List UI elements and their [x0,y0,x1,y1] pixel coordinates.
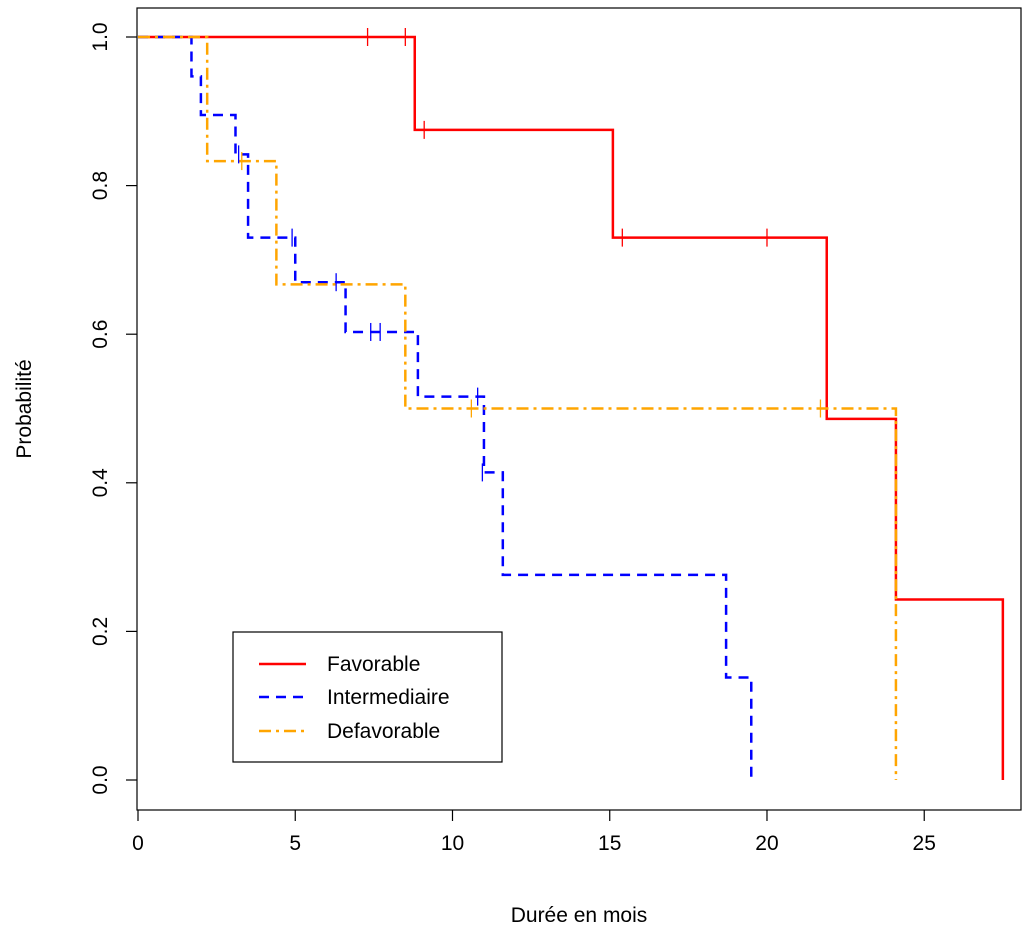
x-tick-label: 15 [598,832,621,855]
x-tick-label: 0 [132,832,144,855]
x-tick-label: 25 [913,832,936,855]
legend: Favorable Intermediaire Defavorable [232,631,503,763]
plot-frame [136,7,1022,811]
y-tick-label: 0.2 [89,617,112,646]
y-tick-label: 0.8 [89,171,112,200]
legend-label-favorable: Favorable [327,653,420,676]
y-tick-label: 0.0 [89,765,112,794]
y-tick-label: 0.6 [89,320,112,349]
legend-label-intermediaire: Intermediaire [327,686,450,709]
x-axis-title: Durée en mois [511,904,648,927]
x-tick-label: 20 [755,832,778,855]
censor-marks [237,28,822,482]
y-tick-label: 1.0 [89,22,112,51]
y-axis-title: Probabilité [13,359,36,458]
series-lines [138,35,1005,780]
legend-label-defavorable: Defavorable [327,720,440,743]
series-line-defavorable [138,35,898,780]
x-tick-label: 10 [441,832,464,855]
y-tick-label: 0.4 [89,468,112,498]
series-line-intermediaire [138,35,753,780]
x-tick-label: 5 [289,832,301,855]
series-line-favorable [138,35,1005,780]
axes-ticks: 0 5 10 15 20 25 0.0 0.2 0.4 0.6 0.8 1.0 [89,22,936,855]
